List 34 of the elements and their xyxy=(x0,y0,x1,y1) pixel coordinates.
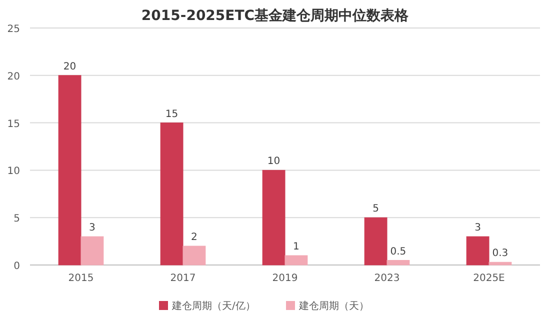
bar xyxy=(58,75,82,266)
data-label: 20 xyxy=(63,61,76,72)
x-tick-label: 2019 xyxy=(272,273,298,284)
bar xyxy=(284,255,308,266)
data-label: 0.3 xyxy=(492,248,508,260)
bar xyxy=(182,246,206,266)
bar xyxy=(262,170,286,266)
legend-label: 建仓周期（天） xyxy=(298,300,369,312)
data-label: 1 xyxy=(293,242,300,253)
y-tick-label: 25 xyxy=(7,24,20,35)
bar xyxy=(160,122,184,266)
x-tick-label: 2023 xyxy=(374,273,400,284)
bar xyxy=(80,236,104,266)
data-label: 10 xyxy=(267,156,280,168)
y-tick-label: 5 xyxy=(14,214,20,225)
legend-label: 建仓周期（天/亿） xyxy=(171,300,256,312)
y-tick-label: 10 xyxy=(7,166,20,178)
data-label: 2 xyxy=(191,232,198,244)
data-label: 5 xyxy=(372,204,379,215)
chart-title: 2015-2025ETC基金建仓周期中位数表格 xyxy=(141,8,410,24)
y-tick-label: 15 xyxy=(7,118,20,130)
bar xyxy=(364,217,388,266)
x-tick-label: 2015 xyxy=(68,273,94,284)
bar xyxy=(466,236,490,266)
data-label: 15 xyxy=(165,108,178,120)
data-label: 0.5 xyxy=(390,246,406,258)
x-tick-label: 2017 xyxy=(170,273,196,284)
data-label: 3 xyxy=(89,222,96,234)
x-tick-label: 2025E xyxy=(473,273,505,284)
data-label: 3 xyxy=(474,222,481,234)
y-tick-label: 0 xyxy=(14,261,20,272)
bar xyxy=(488,262,512,266)
bar xyxy=(386,260,410,266)
y-tick-label: 20 xyxy=(7,71,20,82)
